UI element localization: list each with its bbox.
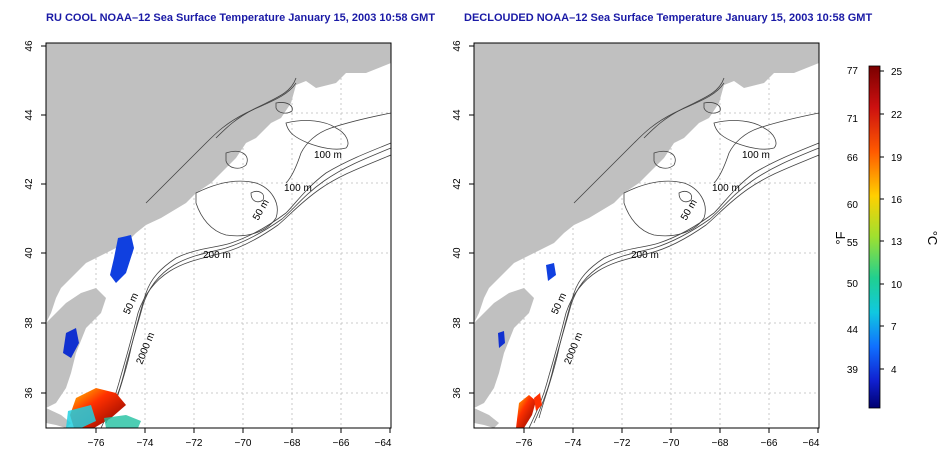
right-x-tick: −74 — [565, 438, 582, 449]
right-x-axis: −76 −74 −72 −70 −68 −66 −64 — [516, 428, 820, 449]
left-x-tick: −66 — [333, 438, 350, 449]
right-contour-label-2: 100 m — [712, 183, 740, 194]
left-contour-label-2: 100 m — [284, 183, 312, 194]
left-x-tick: −68 — [284, 438, 301, 449]
colorbar-celsius-ticks: 25 22 19 16 13 10 7 4 — [880, 67, 903, 376]
left-contour-label-1: 100 m — [314, 150, 342, 161]
right-y-axis: 46 44 42 40 38 36 — [452, 40, 474, 399]
svg-text:77: 77 — [847, 66, 859, 77]
left-contour-label-4: 200 m — [203, 250, 231, 261]
left-y-tick: 44 — [24, 109, 35, 121]
colorbar-fahrenheit-label: °F — [833, 231, 848, 244]
left-x-axis: −76 −74 −72 −70 −68 −66 −64 — [88, 428, 392, 449]
svg-text:4: 4 — [891, 365, 897, 376]
svg-text:66: 66 — [847, 153, 859, 164]
right-y-tick: 42 — [452, 178, 463, 190]
svg-text:44: 44 — [847, 325, 859, 336]
left-map-sst-pixels — [63, 235, 141, 428]
svg-text:10: 10 — [891, 280, 903, 291]
right-x-tick: −70 — [663, 438, 680, 449]
right-contour-label-1: 100 m — [742, 150, 770, 161]
colorbar-fahrenheit-ticks: 77 71 66 60 55 50 44 39 — [847, 66, 859, 376]
svg-text:7: 7 — [891, 322, 897, 333]
right-map-title: DECLOUDED NOAA–12 Sea Surface Temperatur… — [464, 12, 873, 24]
left-y-tick: 36 — [24, 387, 35, 399]
left-x-tick: −72 — [186, 438, 203, 449]
left-y-tick: 46 — [24, 40, 35, 52]
right-y-tick: 46 — [452, 40, 463, 52]
right-y-tick: 44 — [452, 109, 463, 121]
left-x-tick: −64 — [375, 438, 392, 449]
left-map[interactable]: 100 m 100 m 50 m 200 m 50 m 2000 m −76 −… — [24, 40, 392, 449]
svg-text:19: 19 — [891, 153, 903, 164]
left-x-tick: −70 — [235, 438, 252, 449]
right-x-tick: −68 — [712, 438, 729, 449]
svg-text:25: 25 — [891, 67, 903, 78]
svg-text:55: 55 — [847, 238, 859, 249]
left-y-tick: 38 — [24, 317, 35, 329]
colorbar-gradient — [868, 65, 881, 409]
svg-text:39: 39 — [847, 365, 859, 376]
left-y-tick: 42 — [24, 178, 35, 190]
right-y-tick: 38 — [452, 317, 463, 329]
right-y-tick: 40 — [452, 247, 463, 259]
right-map-sst-pixels — [498, 263, 556, 428]
svg-text:13: 13 — [891, 237, 903, 248]
svg-text:60: 60 — [847, 200, 859, 211]
left-map-title: RU COOL NOAA–12 Sea Surface Temperature … — [46, 12, 436, 24]
left-map-frame — [45, 42, 392, 429]
left-y-axis: 46 44 42 40 38 36 — [24, 40, 46, 399]
svg-text:50: 50 — [847, 279, 859, 290]
right-x-tick: −66 — [761, 438, 778, 449]
right-x-tick: −72 — [614, 438, 631, 449]
right-map[interactable]: 100 m 100 m 50 m 200 m 50 m 2000 m −76 −… — [452, 40, 820, 449]
svg-text:71: 71 — [847, 114, 859, 125]
svg-text:22: 22 — [891, 110, 903, 121]
right-y-tick: 36 — [452, 387, 463, 399]
right-map-frame — [473, 42, 820, 429]
colorbar-celsius-label: °C — [925, 231, 940, 246]
left-y-tick: 40 — [24, 247, 35, 259]
right-x-tick: −64 — [803, 438, 820, 449]
right-x-tick: −76 — [516, 438, 533, 449]
colorbar: 77 71 66 60 55 50 44 39 25 22 19 16 13 1… — [833, 65, 940, 409]
left-x-tick: −74 — [137, 438, 154, 449]
left-x-tick: −76 — [88, 438, 105, 449]
svg-text:16: 16 — [891, 195, 903, 206]
right-contour-label-4: 200 m — [631, 250, 659, 261]
